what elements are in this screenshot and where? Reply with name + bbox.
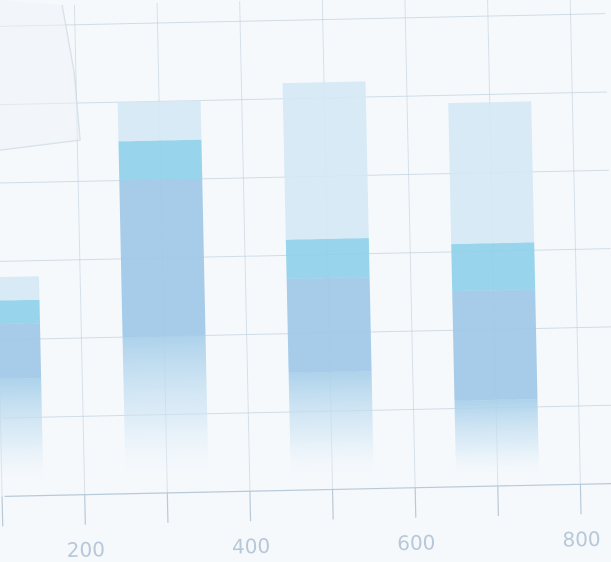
- bar-segment-gradient: [454, 398, 540, 487]
- bar-segment-blue: [0, 323, 42, 380]
- bar-segment-blue: [286, 277, 372, 373]
- grid-line-vertical: [569, 0, 581, 485]
- bar-segment-gradient: [0, 378, 44, 498]
- bar-segment-gradient: [122, 335, 209, 494]
- x-axis-tick: [249, 491, 252, 522]
- bar-segment-cyan: [285, 237, 370, 279]
- bar-segment-pale: [282, 81, 369, 240]
- bar-segment-blue: [119, 178, 206, 338]
- grid-line-vertical: [239, 1, 251, 492]
- x-axis-tick: [1, 496, 4, 527]
- x-tick-label: 800: [562, 527, 601, 552]
- x-axis-tick: [84, 494, 86, 525]
- paper-fold-shade: [0, 0, 80, 150]
- x-axis-line: [4, 482, 611, 497]
- bar-segment-pale: [117, 100, 202, 142]
- x-axis-tick: [497, 485, 500, 517]
- x-axis: 200 400 600 800: [1, 482, 611, 562]
- bar-segment-blue: [452, 289, 538, 401]
- bar-segment-cyan: [118, 139, 203, 181]
- bar-segment-cyan: [451, 242, 536, 292]
- x-axis-tick: [414, 487, 417, 518]
- grid-line-vertical: [404, 0, 416, 488]
- bar-segment-cyan: [0, 299, 40, 325]
- bar-segment-pale: [448, 101, 535, 245]
- x-axis-tick: [166, 492, 169, 523]
- grid-line-vertical: [73, 4, 86, 495]
- x-axis-tick: [579, 484, 582, 515]
- bar-segment-gradient: [288, 371, 375, 491]
- x-axis-tick: [331, 489, 334, 520]
- bars: [0, 81, 540, 498]
- x-tick-label: 200: [67, 537, 106, 562]
- x-tick-label: 400: [232, 534, 271, 559]
- x-tick-label: 600: [397, 530, 436, 555]
- grid-line-horizontal: [0, 13, 606, 27]
- bar-segment-pale: [0, 276, 40, 302]
